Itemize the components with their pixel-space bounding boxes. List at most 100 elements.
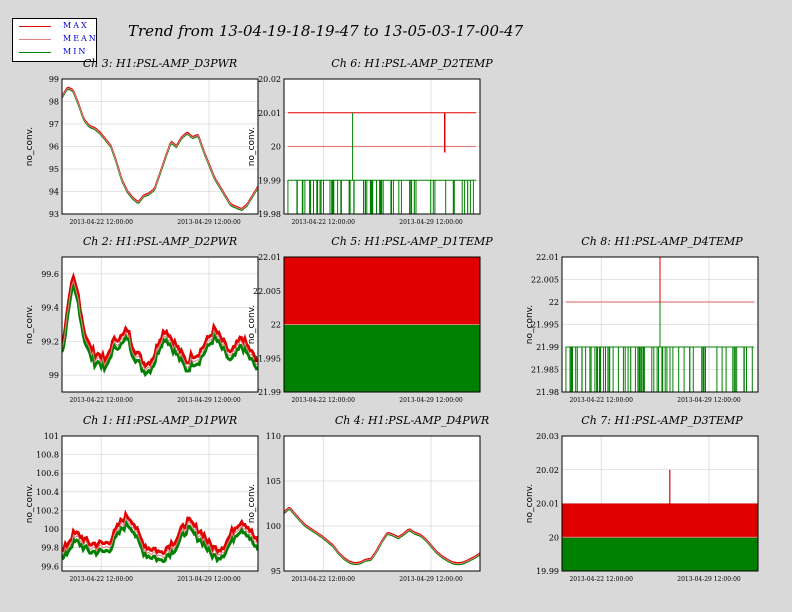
series-min-drops [569, 347, 753, 392]
y-tick-label: 100.6 [36, 469, 59, 478]
x-tick-label: 2013-04-29 12:00:00 [399, 576, 463, 583]
y-tick-label: 99.2 [41, 337, 59, 346]
y-tick-label: 19.99 [536, 567, 559, 576]
series-min-area [562, 537, 758, 571]
plot-frame [61, 78, 259, 215]
y-tick-label: 99.8 [41, 544, 59, 553]
y-tick-label: 20.02 [536, 466, 559, 475]
x-tick-label: 2013-04-29 12:00:00 [677, 397, 741, 404]
y-tick-label: 96 [49, 143, 59, 152]
y-tick-label: 105 [266, 477, 281, 486]
x-tick-label: 2013-04-29 12:00:00 [399, 219, 463, 226]
x-tick-label: 2013-04-22 12:00:00 [69, 576, 133, 583]
y-tick-label: 100 [266, 522, 281, 531]
plot-content [562, 436, 758, 571]
y-axis-label: no_conv. [525, 305, 535, 344]
series-mean-line [62, 87, 258, 211]
y-axis-label: no_conv. [247, 127, 257, 166]
y-tick-label: 94 [49, 188, 59, 197]
y-tick-label: 19.98 [258, 210, 281, 219]
legend-swatch-mean [19, 39, 51, 40]
plot-content [62, 79, 258, 214]
y-tick-label: 21.99 [258, 388, 281, 397]
x-tick-label: 2013-04-22 12:00:00 [291, 397, 355, 404]
x-tick-label: 2013-04-22 12:00:00 [69, 219, 133, 226]
y-axis-label: no_conv. [25, 484, 35, 523]
y-tick-label: 99.6 [41, 270, 59, 279]
series-min-line [62, 280, 258, 378]
chart-title: Ch 6: H1:PSL-AMP_D2TEMP [331, 57, 493, 70]
chart-title: Ch 2: H1:PSL-AMP_D2PWR [83, 235, 237, 248]
legend: MAX MEAN MIN [12, 18, 97, 62]
y-tick-label: 21.995 [531, 321, 559, 330]
series-mean-line [284, 507, 480, 565]
y-tick-label: 19.99 [258, 176, 281, 185]
chart-title: Ch 5: H1:PSL-AMP_D1TEMP [331, 235, 493, 248]
y-tick-label: 20 [549, 533, 559, 542]
y-axis-label: no_conv. [25, 305, 35, 344]
plot-content [562, 257, 758, 392]
legend-label-mean: MEAN [63, 34, 98, 43]
x-tick-label: 2013-04-22 12:00:00 [569, 576, 633, 583]
plot-content [62, 257, 258, 392]
x-tick-label: 2013-04-29 12:00:00 [177, 397, 241, 404]
chart-1: Ch 3: H1:PSL-AMP_D3PWR 99 98 97 96 95 94 93 2013… [25, 57, 259, 226]
y-axis-label: no_conv. [25, 127, 35, 166]
plot-frame [283, 435, 481, 572]
chart-5: Ch 5: H1:PSL-AMP_D1TEMP 22.01 22.005 22 21.9… [247, 235, 493, 404]
plot-content [62, 436, 258, 571]
x-tick-label: 2013-04-22 12:00:00 [291, 576, 355, 583]
y-tick-label: 99 [49, 371, 59, 380]
y-axis-label: no_conv. [247, 305, 257, 344]
chart-9: Ch 7: H1:PSL-AMP_D3TEMP 20.03 20.02 20.01 20… [525, 414, 759, 583]
x-tick-label: 2013-04-29 12:00:00 [177, 576, 241, 583]
y-tick-label: 22.005 [253, 287, 281, 296]
legend-swatch-min [19, 52, 51, 53]
y-tick-label: 22.01 [536, 253, 559, 262]
legend-label-max: MAX [63, 21, 89, 30]
x-tick-label: 2013-04-29 12:00:00 [677, 576, 741, 583]
plot-area [62, 257, 258, 392]
chart-6: Ch 8: H1:PSL-AMP_D4TEMP 22.01 22.005 22 21.9… [525, 235, 759, 404]
y-tick-label: 22.01 [258, 253, 281, 262]
y-tick-label: 98 [49, 98, 59, 107]
plot-frame [283, 256, 481, 393]
y-axis-label: no_conv. [247, 484, 257, 523]
plot-frame [61, 435, 259, 572]
series-mean-line [62, 516, 258, 559]
x-tick-label: 2013-04-29 12:00:00 [399, 397, 463, 404]
y-tick-label: 110 [266, 432, 281, 441]
y-tick-label: 99.6 [41, 562, 59, 571]
y-tick-label: 95 [271, 567, 281, 576]
y-tick-label: 100.8 [36, 451, 59, 460]
x-tick-label: 2013-04-29 12:00:00 [177, 219, 241, 226]
legend-item-max: MAX [19, 21, 95, 33]
series-max-area [562, 503, 758, 538]
y-tick-label: 21.985 [531, 366, 559, 375]
legend-item-min: MIN [19, 47, 95, 59]
y-tick-label: 20.01 [536, 500, 559, 509]
series-min-area [284, 324, 480, 392]
y-tick-label: 22 [271, 321, 281, 330]
figure-title: Trend from 13-04-19-18-19-47 to 13-05-03… [128, 22, 524, 40]
y-tick-label: 100.4 [36, 488, 59, 497]
y-tick-label: 22.005 [531, 276, 559, 285]
legend-swatch-max [19, 26, 51, 27]
y-tick-label: 20.02 [258, 75, 281, 84]
y-tick-label: 22 [549, 298, 559, 307]
chart-title: Ch 1: H1:PSL-AMP_D1PWR [83, 414, 237, 427]
y-tick-label: 97 [49, 120, 59, 129]
y-tick-label: 95 [49, 165, 59, 174]
y-tick-label: 101 [44, 432, 59, 441]
y-tick-label: 99 [49, 75, 59, 84]
y-tick-label: 100 [44, 525, 59, 534]
chart-7: Ch 1: H1:PSL-AMP_D1PWR 101 100.8 100.6 100.4… [25, 414, 259, 583]
plot-frame [61, 256, 259, 393]
y-tick-label: 21.995 [253, 354, 281, 363]
legend-item-mean: MEAN [19, 34, 98, 46]
plot-content [284, 79, 480, 214]
plot-area [284, 436, 480, 571]
series-max-line [62, 509, 258, 556]
chart-title: Ch 3: H1:PSL-AMP_D3PWR [83, 57, 237, 70]
